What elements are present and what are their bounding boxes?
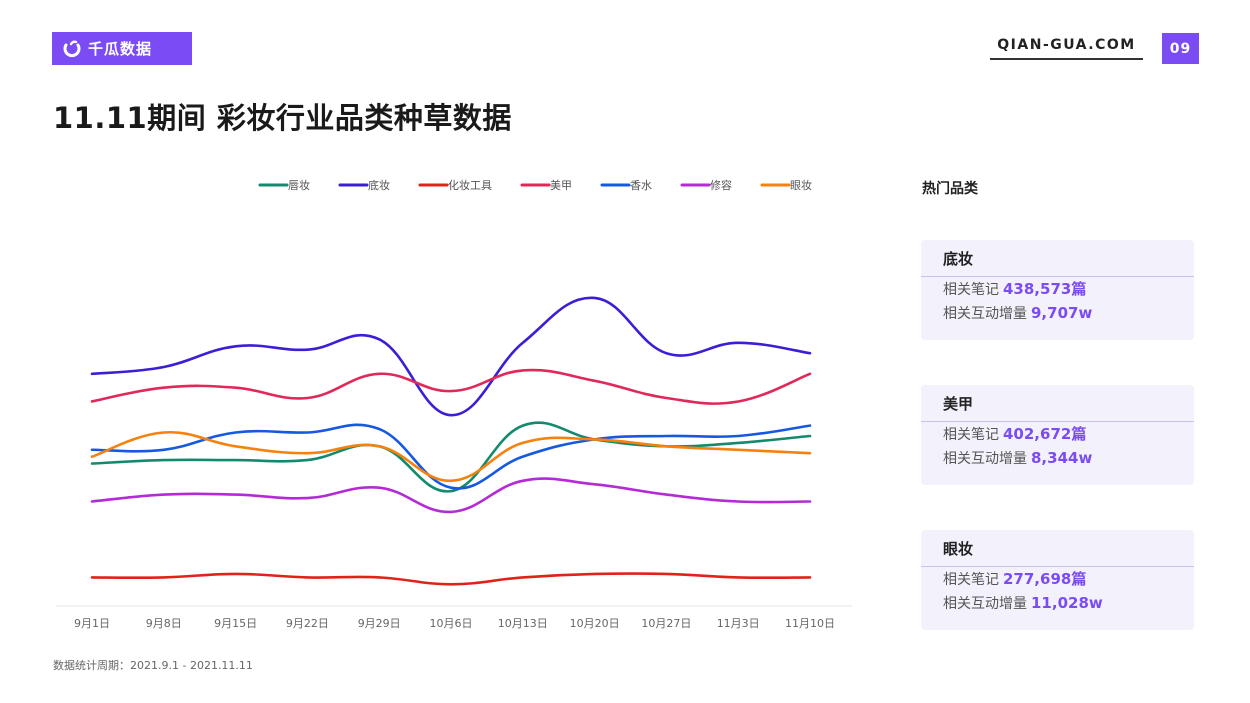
interact-value: 8,344w [1031, 449, 1093, 467]
legend-label: 香水 [630, 179, 652, 192]
legend-label: 化妆工具 [448, 178, 492, 192]
x-tick-label: 9月1日 [74, 617, 110, 630]
interact-value: 9,707w [1031, 304, 1093, 322]
hot-categories-heading: 热门品类 [922, 181, 978, 197]
page-title: 11.11期间 彩妆行业品类种草数据 [53, 101, 512, 135]
series-line [90, 368, 812, 405]
card-notes-row: 相关笔记 277,698篇 [921, 567, 1194, 591]
card-interact-row: 相关互动增量 8,344w [921, 446, 1194, 470]
x-tick-label: 9月8日 [146, 617, 182, 630]
series-line [90, 296, 812, 417]
legend-label: 唇妆 [288, 179, 310, 192]
card-interact-row: 相关互动增量 11,028w [921, 591, 1194, 615]
x-tick-label: 9月22日 [286, 617, 329, 630]
line-chart: 9月1日 9月8日 9月15日 9月22日 9月29日 10月6日 10月13日 10月20日… [56, 178, 852, 630]
qiangua-logo-icon [63, 40, 81, 57]
interact-label: 相关互动增量 [943, 306, 1027, 322]
legend-label: 底妆 [368, 178, 390, 192]
interact-label: 相关互动增量 [943, 596, 1027, 612]
page-number: 09 [1162, 33, 1199, 64]
legend-label: 修容 [710, 178, 732, 192]
series-line [90, 423, 812, 490]
notes-label: 相关笔记 [943, 572, 999, 588]
x-tick-label: 11月3日 [717, 617, 760, 630]
x-tick-label: 9月29日 [358, 617, 401, 630]
notes-label: 相关笔记 [943, 427, 999, 443]
x-tick-label: 10月27日 [641, 617, 691, 630]
stats-period-note: 数据统计周期：2021.9.1 - 2021.11.11 [53, 659, 253, 672]
card-category-name: 底妆 [921, 240, 1194, 277]
category-card-2: 美甲 相关笔记 402,672篇 相关互动增量 8,344w [921, 385, 1194, 485]
x-tick-label: 10月6日 [430, 617, 473, 630]
category-card-1: 底妆 相关笔记 438,573篇 相关互动增量 9,707w [921, 240, 1194, 340]
x-tick-label: 9月15日 [214, 617, 257, 630]
brand-name: 千瓜数据 [88, 40, 153, 58]
x-tick-label: 11月10日 [785, 617, 835, 630]
notes-value: 277,698篇 [1003, 570, 1087, 588]
card-category-name: 眼妆 [921, 530, 1194, 567]
x-tick-label: 10月13日 [498, 617, 548, 630]
legend-label: 眼妆 [790, 179, 812, 192]
series-line [90, 572, 812, 586]
card-interact-row: 相关互动增量 9,707w [921, 301, 1194, 325]
category-card-3: 眼妆 相关笔记 277,698篇 相关互动增量 11,028w [921, 530, 1194, 630]
site-url[interactable]: QIAN-GUA.COM [990, 37, 1143, 60]
interact-value: 11,028w [1031, 594, 1103, 612]
brand-logo: 千瓜数据 [52, 32, 192, 65]
series-line [90, 477, 812, 514]
notes-label: 相关笔记 [943, 282, 999, 298]
x-tick-label: 10月20日 [570, 617, 620, 630]
legend-label: 美甲 [550, 179, 572, 192]
card-notes-row: 相关笔记 402,672篇 [921, 422, 1194, 446]
card-notes-row: 相关笔记 438,573篇 [921, 277, 1194, 301]
notes-value: 402,672篇 [1003, 425, 1087, 443]
notes-value: 438,573篇 [1003, 280, 1087, 298]
series-line [90, 430, 812, 483]
card-category-name: 美甲 [921, 385, 1194, 422]
interact-label: 相关互动增量 [943, 451, 1027, 467]
